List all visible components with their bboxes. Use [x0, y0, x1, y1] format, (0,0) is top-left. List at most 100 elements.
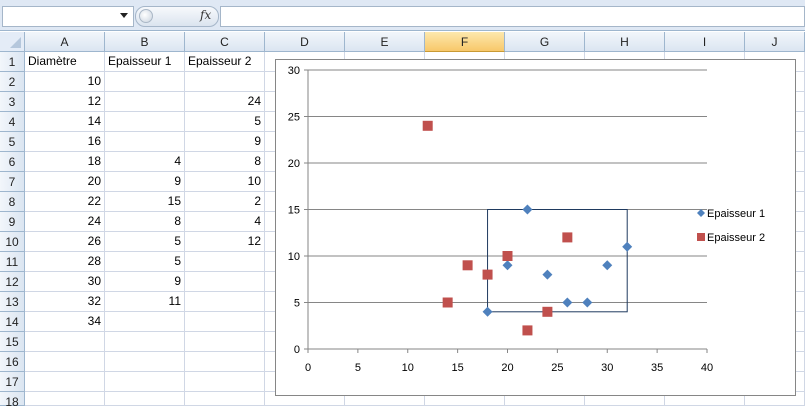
name-box-dropdown-icon[interactable]	[120, 13, 128, 18]
cell-a8[interactable]: 22	[25, 192, 105, 212]
cell-c1[interactable]: Epaisseur 2	[185, 52, 265, 72]
column-header-c[interactable]: C	[185, 32, 265, 52]
cell-b16[interactable]	[105, 352, 185, 372]
cell-b5[interactable]	[105, 132, 185, 152]
cell-c12[interactable]	[185, 272, 265, 292]
cell-c7[interactable]: 10	[185, 172, 265, 192]
cell-a13[interactable]: 32	[25, 292, 105, 312]
cell-a18[interactable]	[25, 392, 105, 406]
cell-b11[interactable]: 5	[105, 252, 185, 272]
row-header-15[interactable]: 15	[0, 332, 25, 352]
cell-b7[interactable]: 9	[105, 172, 185, 192]
cell-a1[interactable]: Diamètre	[25, 52, 105, 72]
row-header-13[interactable]: 13	[0, 292, 25, 312]
cell-a15[interactable]	[25, 332, 105, 352]
series2-point	[542, 306, 553, 317]
name-box[interactable]	[2, 6, 134, 27]
cell-c10[interactable]: 12	[185, 232, 265, 252]
cell-a10[interactable]: 26	[25, 232, 105, 252]
column-header-e[interactable]: E	[345, 32, 425, 52]
cell-a17[interactable]	[25, 372, 105, 392]
cell-c4[interactable]: 5	[185, 112, 265, 132]
row-header-18[interactable]: 18	[0, 392, 25, 406]
column-header-g[interactable]: G	[505, 32, 585, 52]
cell-b12[interactable]: 9	[105, 272, 185, 292]
series2-point	[462, 260, 473, 271]
series2-point	[442, 297, 453, 308]
cell-b6[interactable]: 4	[105, 152, 185, 172]
cell-b18[interactable]	[105, 392, 185, 406]
expand-handle-icon[interactable]	[139, 9, 153, 23]
cell-c13[interactable]	[185, 292, 265, 312]
row-header-11[interactable]: 11	[0, 252, 25, 272]
cell-b13[interactable]: 11	[105, 292, 185, 312]
row-header-2[interactable]: 2	[0, 72, 25, 92]
cell-a2[interactable]: 10	[25, 72, 105, 92]
cell-b10[interactable]: 5	[105, 232, 185, 252]
cell-b3[interactable]	[105, 92, 185, 112]
cell-b2[interactable]	[105, 72, 185, 92]
column-header-b[interactable]: B	[105, 32, 185, 52]
row-header-8[interactable]: 8	[0, 192, 25, 212]
cell-b1[interactable]: Epaisseur 1	[105, 52, 185, 72]
column-header-h[interactable]: H	[585, 32, 665, 52]
y-tick-label: 30	[288, 65, 300, 77]
cell-a12[interactable]: 30	[25, 272, 105, 292]
cell-a4[interactable]: 14	[25, 112, 105, 132]
cell-c2[interactable]	[185, 72, 265, 92]
cell-b14[interactable]	[105, 312, 185, 332]
cell-a14[interactable]: 34	[25, 312, 105, 332]
series2-point	[562, 232, 573, 243]
cell-c3[interactable]: 24	[185, 92, 265, 112]
formula-input[interactable]	[220, 6, 805, 27]
cell-a7[interactable]: 20	[25, 172, 105, 192]
chart-plot: 0 5 10 15 20 25 30 0 5 10 15 20 25 30 35 40 Epaisseur 1 E…	[288, 65, 765, 374]
cell-c11[interactable]	[185, 252, 265, 272]
cell-c5[interactable]: 9	[185, 132, 265, 152]
scatter-chart[interactable]: 0 5 10 15 20 25 30 0 5 10 15 20 25 30 35 40 Epaisseur 1 E…	[275, 59, 796, 396]
cell-a11[interactable]: 28	[25, 252, 105, 272]
row-header-7[interactable]: 7	[0, 172, 25, 192]
row-header-1[interactable]: 1	[0, 52, 25, 72]
column-header-j[interactable]: J	[745, 32, 805, 52]
cell-b4[interactable]	[105, 112, 185, 132]
cell-a9[interactable]: 24	[25, 212, 105, 232]
y-tick-label: 10	[288, 251, 300, 263]
row-header-14[interactable]: 14	[0, 312, 25, 332]
cell-b9[interactable]: 8	[105, 212, 185, 232]
cell-c8[interactable]: 2	[185, 192, 265, 212]
column-header-d[interactable]: D	[265, 32, 345, 52]
select-all-icon	[10, 37, 21, 48]
row-header-6[interactable]: 6	[0, 152, 25, 172]
cell-c9[interactable]: 4	[185, 212, 265, 232]
cell-c16[interactable]	[185, 352, 265, 372]
cell-b17[interactable]	[105, 372, 185, 392]
insert-function-button[interactable]: fx	[200, 8, 212, 22]
row-header-3[interactable]: 3	[0, 92, 25, 112]
row-header-9[interactable]: 9	[0, 212, 25, 232]
row-header-17[interactable]: 17	[0, 372, 25, 392]
cell-a6[interactable]: 18	[25, 152, 105, 172]
y-tick-label: 20	[288, 158, 300, 170]
cell-b8[interactable]: 15	[105, 192, 185, 212]
cell-a3[interactable]: 12	[25, 92, 105, 112]
legend-label: Epaisseur 1	[707, 208, 765, 220]
cell-c14[interactable]	[185, 312, 265, 332]
legend-marker-series2	[697, 233, 705, 241]
row-header-5[interactable]: 5	[0, 132, 25, 152]
row-header-16[interactable]: 16	[0, 352, 25, 372]
row-header-10[interactable]: 10	[0, 232, 25, 252]
column-header-i[interactable]: I	[665, 32, 745, 52]
cell-c18[interactable]	[185, 392, 265, 406]
column-header-f[interactable]: F	[425, 32, 505, 52]
cell-a5[interactable]: 16	[25, 132, 105, 152]
cell-c17[interactable]	[185, 372, 265, 392]
cell-b15[interactable]	[105, 332, 185, 352]
cell-c15[interactable]	[185, 332, 265, 352]
row-header-4[interactable]: 4	[0, 112, 25, 132]
cell-c6[interactable]: 8	[185, 152, 265, 172]
cell-a16[interactable]	[25, 352, 105, 372]
row-header-12[interactable]: 12	[0, 272, 25, 292]
series1-point	[542, 269, 553, 280]
column-header-a[interactable]: A	[25, 32, 105, 52]
